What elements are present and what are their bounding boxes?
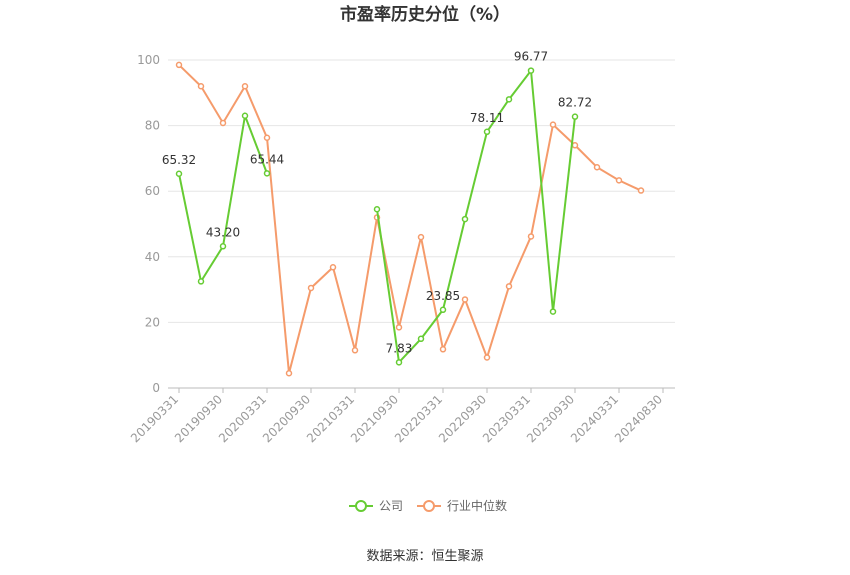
x-tick-label: 20240830 [612, 392, 665, 445]
data-point [571, 113, 579, 120]
data-point [483, 128, 491, 136]
y-tick-label: 60 [145, 184, 160, 198]
data-point [175, 170, 183, 178]
data-label: 65.44 [250, 152, 284, 166]
data-point [395, 324, 403, 331]
data-label: 96.77 [514, 50, 548, 64]
legend-label: 公司 [379, 499, 403, 513]
data-point [197, 278, 205, 285]
y-tick-label: 0 [152, 381, 160, 395]
y-tick-label: 100 [137, 53, 160, 67]
y-axis: 0 20 40 60 80 100 [137, 53, 160, 395]
data-point [329, 264, 337, 271]
data-point [461, 215, 469, 223]
legend-marker [355, 500, 367, 512]
series-1 [175, 61, 645, 377]
data-label: 65.32 [162, 153, 196, 167]
data-point [461, 296, 469, 303]
data-point [263, 134, 271, 141]
legend: 公司 行业中位数 [349, 498, 507, 513]
data-point [351, 347, 359, 354]
data-point [571, 142, 579, 149]
data-point [219, 243, 227, 250]
x-axis: 2019033120190930202003312020093020210331… [128, 387, 675, 445]
data-point [615, 177, 623, 184]
data-point [241, 112, 249, 120]
data-point [395, 359, 403, 366]
chart-title: 市盈率历史分位（%） [340, 4, 510, 25]
data-point [373, 205, 381, 213]
series-line [178, 64, 642, 374]
legend-item-0[interactable]: 公司 [349, 499, 403, 513]
data-point [549, 121, 557, 128]
data-point [241, 82, 249, 90]
data-point [505, 96, 513, 103]
series-line [376, 67, 576, 365]
legend-label: 行业中位数 [447, 498, 507, 513]
data-point [549, 308, 557, 315]
grid-lines [168, 59, 675, 323]
series-lines [175, 61, 645, 377]
source-note: 数据来源：恒生聚源 [366, 549, 483, 564]
y-tick-label: 80 [145, 119, 160, 133]
y-tick-label: 40 [145, 250, 160, 264]
data-point [527, 67, 535, 74]
data-point [197, 82, 205, 90]
data-label: 7.83 [386, 341, 413, 355]
data-point [439, 346, 447, 353]
data-point [593, 164, 601, 171]
data-point [307, 284, 315, 292]
series-0 [175, 67, 579, 366]
data-point [439, 306, 447, 314]
data-point [505, 283, 513, 290]
data-label: 23.85 [426, 289, 460, 303]
legend-item-1[interactable]: 行业中位数 [417, 498, 507, 513]
data-point [483, 354, 491, 361]
data-point [417, 233, 425, 241]
data-point [263, 170, 271, 177]
data-label: 82.72 [558, 96, 592, 110]
data-label: 43.20 [206, 225, 240, 239]
data-point [175, 61, 183, 69]
data-point [219, 119, 227, 127]
data-point [285, 369, 293, 377]
legend-marker [423, 500, 435, 512]
data-point [527, 233, 535, 240]
data-labels: 65.32 43.20 65.44 7.83 23.85 78.11 96.77 82.72 [162, 50, 592, 356]
data-point [417, 335, 425, 343]
y-tick-label: 20 [145, 315, 160, 329]
data-point [637, 187, 645, 194]
data-label: 78.11 [470, 111, 504, 125]
